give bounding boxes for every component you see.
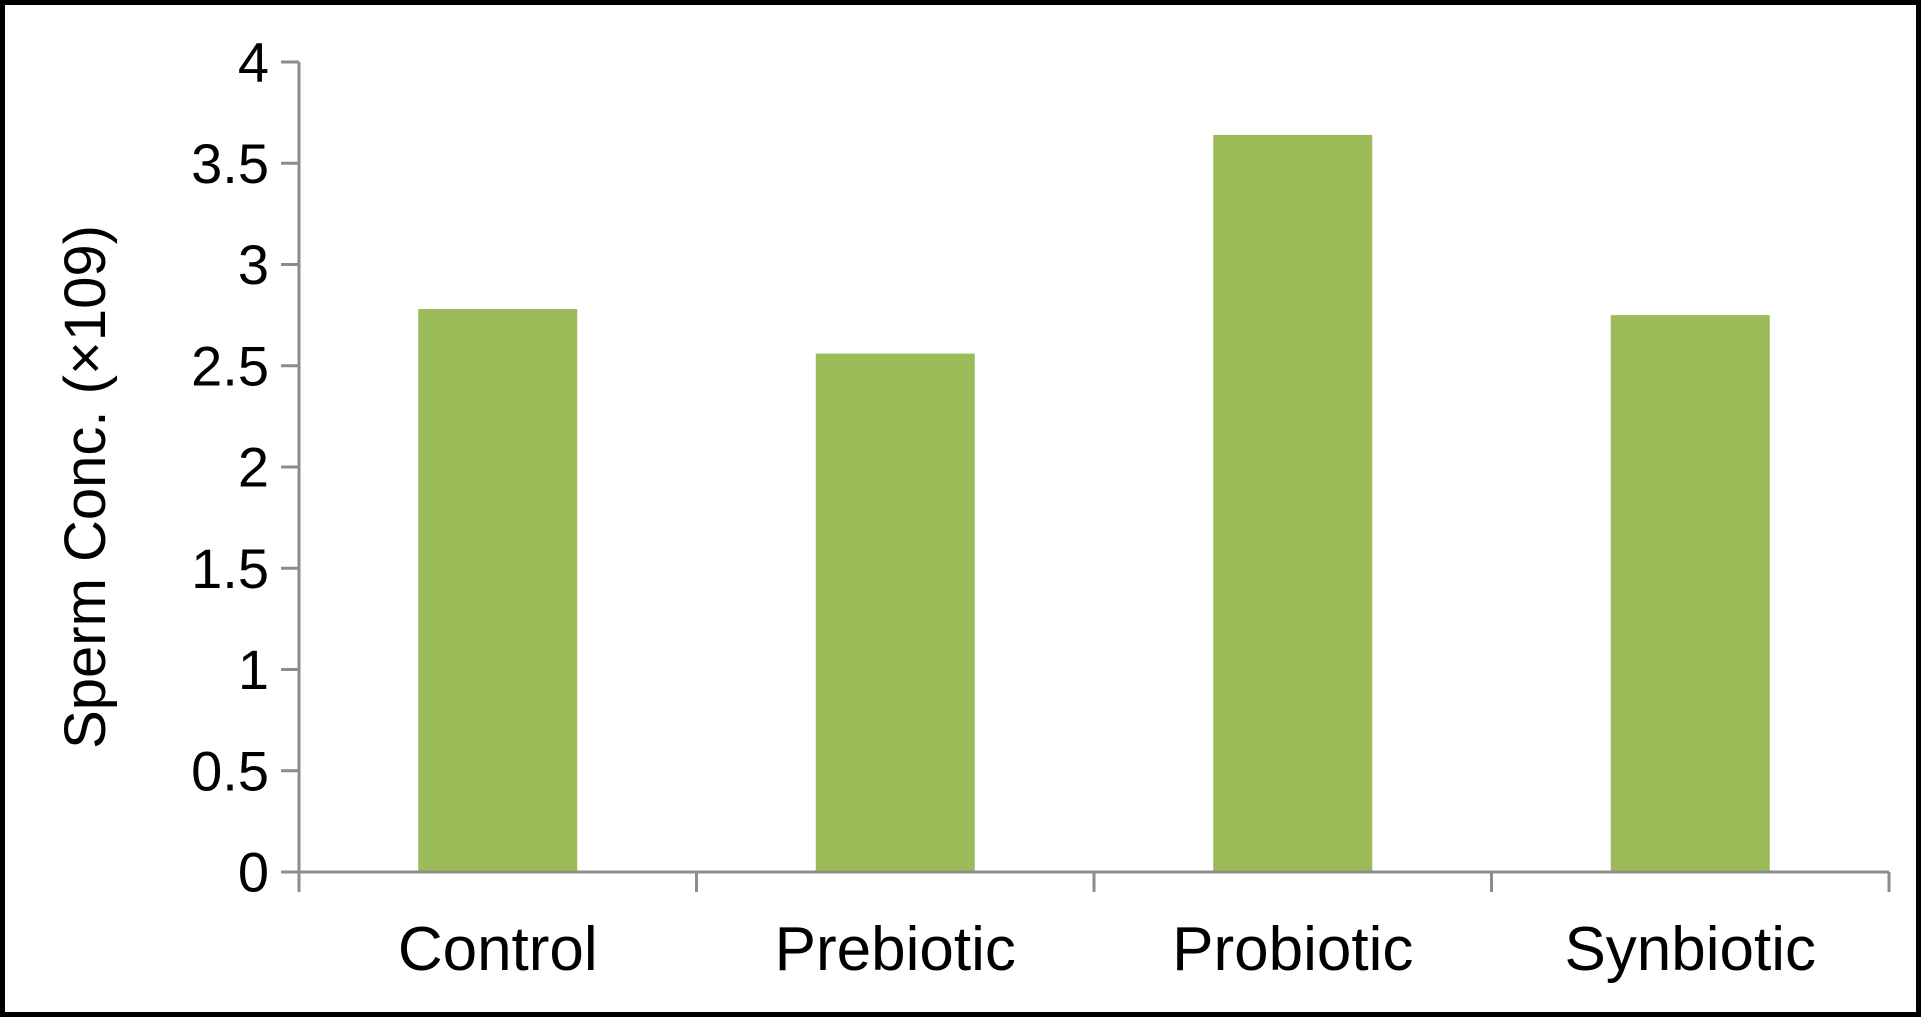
bar-prebiotic [815,353,975,873]
y-tick-label: 1 [238,638,269,701]
x-category-label: Synbiotic [1564,915,1816,984]
y-tick-label: 0 [238,841,269,904]
bar-chart: 0 0.5 1 1.5 2 2.5 3 3.5 4 Control Prebiotic Probio… [53,31,1891,984]
y-axis-title: Sperm Conc. (×109) [53,225,118,749]
x-category-label: Probiotic [1172,915,1413,984]
bar-control [418,309,578,872]
y-tick-label: 0.5 [191,739,269,802]
x-ticks: Control Prebiotic Probiotic Synbiotic [297,872,1891,984]
x-category-label: Control [398,915,598,984]
y-tick-label: 3.5 [191,132,269,195]
y-tick-label: 1.5 [191,537,269,600]
y-ticks: 0 0.5 1 1.5 2 2.5 3 3.5 4 [191,31,299,904]
x-category-label: Prebiotic [775,915,1016,984]
bar-probiotic [1213,134,1373,872]
bar-synbiotic [1610,315,1770,872]
y-tick-label: 2.5 [191,334,269,397]
y-tick-label: 2 [238,436,269,499]
y-tick-label: 4 [238,31,269,94]
bars-layer [418,134,1770,873]
y-tick-label: 3 [238,233,269,296]
